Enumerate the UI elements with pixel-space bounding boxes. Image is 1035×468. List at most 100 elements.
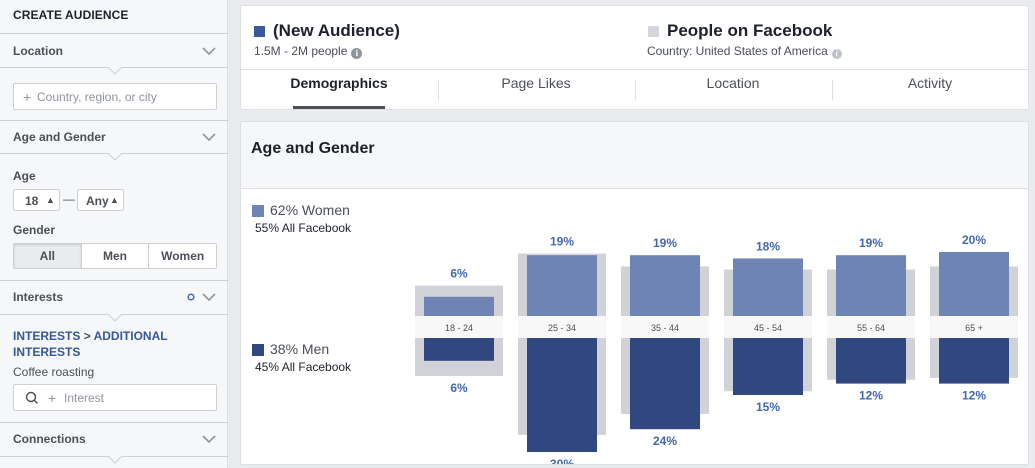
men-bar [424, 338, 494, 361]
breadcrumb-separator: > [83, 329, 91, 343]
plus-icon: + [23, 89, 32, 105]
gender-toggle-group: All Men Women [13, 243, 217, 269]
women-value-label: 20% [962, 233, 986, 247]
age-min-select[interactable]: 18 ▲︎ [13, 189, 60, 211]
chevron-down-icon[interactable] [202, 46, 216, 56]
divider [0, 33, 228, 34]
women-legend-label: 62% Women [270, 202, 350, 218]
age-range-dash: — [63, 192, 75, 206]
location-search-input[interactable]: + Country, region, or city [13, 83, 217, 110]
insight-tabs: Demographics Page Likes Location Activit… [241, 69, 1028, 111]
connections-section-header[interactable]: Connections [13, 432, 86, 446]
divider [0, 67, 108, 68]
age-gender-section-header[interactable]: Age and Gender [13, 130, 106, 144]
age-label: Age [13, 169, 36, 183]
women-value-label: 18% [756, 239, 780, 253]
location-section-header[interactable]: Location [13, 44, 63, 58]
interest-search-input[interactable]: + Interest [13, 384, 217, 411]
men-bar [527, 338, 597, 452]
category-label: 18 - 24 [445, 323, 473, 333]
divider [0, 120, 228, 121]
compare-country-text: Country: United States of America [647, 44, 828, 58]
category-label: 65 + [965, 323, 983, 333]
women-value-label: 19% [859, 236, 883, 250]
category-label: 35 - 44 [651, 323, 679, 333]
tab-demographics[interactable]: Demographics [241, 70, 437, 112]
breadcrumb-interests-link[interactable]: INTERESTS [13, 329, 81, 343]
section-notch [108, 456, 122, 464]
women-bar [733, 258, 803, 316]
gender-all-button[interactable]: All [14, 244, 82, 268]
divider [0, 456, 108, 457]
active-tab-underline [293, 106, 385, 109]
audience-size-text: 1.5M - 2M people [254, 44, 348, 58]
stepper-icon: ▲︎ [110, 195, 119, 205]
chart-header: Age and Gender [241, 122, 1028, 189]
audience-name: (New Audience) [273, 21, 400, 40]
sidebar-title: CREATE AUDIENCE [13, 8, 129, 22]
tab-location-label: Location [706, 75, 760, 91]
age-max-select[interactable]: Any ▲︎ [77, 189, 124, 211]
tab-demographics-label: Demographics [290, 75, 388, 91]
search-icon [25, 391, 38, 404]
age-gender-chart: 18 - 24 6% 6% 25 - 34 19% 30% 35 - 44 19% 24% 45 … [413, 233, 1018, 464]
women-value-label: 19% [653, 236, 677, 250]
women-all-facebook: 55% All Facebook [255, 221, 352, 235]
tab-page-likes[interactable]: Page Likes [438, 70, 634, 112]
age-max-value: Any [86, 194, 109, 208]
women-bar [424, 296, 494, 316]
women-bar [836, 255, 906, 316]
interests-section-header[interactable]: Interests [13, 290, 64, 304]
category-label: 25 - 34 [548, 323, 576, 333]
category-band-segment [930, 316, 1018, 338]
tab-location[interactable]: Location [635, 70, 831, 112]
women-bar [630, 255, 700, 316]
breadcrumb-additional-interests-link[interactable]: ADDITIONAL INTERESTS [13, 329, 168, 359]
sidebar: CREATE AUDIENCE Location + Country, regi… [0, 0, 228, 468]
chevron-down-icon[interactable] [202, 292, 216, 302]
tab-activity-label: Activity [907, 75, 953, 91]
gender-men-button[interactable]: Men [82, 244, 150, 268]
info-icon[interactable]: i [351, 48, 363, 59]
audience-summary-card: (New Audience) 1.5M - 2M people i People … [240, 5, 1029, 110]
women-legend-swatch [252, 205, 264, 217]
women-value-label: 19% [550, 235, 574, 249]
gender-label: Gender [13, 223, 56, 237]
plus-icon: + [48, 390, 57, 406]
chart-title: Age and Gender [251, 140, 375, 157]
compare-color-swatch [648, 26, 659, 37]
chevron-down-icon[interactable] [202, 132, 216, 142]
category-label: 55 - 64 [857, 323, 885, 333]
category-band-segment [621, 316, 709, 338]
men-value-label: 12% [962, 389, 986, 403]
active-dot-icon [187, 293, 195, 301]
tab-activity[interactable]: Activity [832, 70, 1028, 112]
chevron-down-icon[interactable] [202, 434, 216, 444]
info-icon[interactable]: i [831, 49, 842, 59]
compare-name: People on Facebook [667, 21, 833, 40]
divider [122, 67, 228, 68]
tab-separator [438, 80, 439, 100]
men-bar [939, 338, 1009, 384]
divider [122, 153, 228, 154]
divider [0, 314, 108, 315]
section-notch [108, 314, 122, 322]
category-band [413, 316, 1018, 338]
men-bar [733, 338, 803, 395]
divider [0, 280, 228, 281]
selected-interest: Coffee roasting [13, 365, 95, 379]
section-notch [108, 153, 122, 161]
men-legend-swatch [252, 344, 264, 356]
gender-women-button[interactable]: Women [161, 249, 205, 263]
men-value-label: 24% [653, 434, 677, 448]
men-bar [836, 338, 906, 384]
women-value-label: 6% [450, 267, 468, 281]
men-all-facebook: 45% All Facebook [255, 360, 352, 374]
category-band-segment [724, 316, 812, 338]
age-gender-card: Age and Gender 62% Women 55% All Faceboo… [240, 121, 1029, 465]
stepper-icon: ▲︎ [46, 195, 55, 205]
divider [0, 153, 108, 154]
category-band-segment [518, 316, 606, 338]
age-min-value: 18 [25, 194, 39, 208]
location-input-placeholder: Country, region, or city [37, 90, 157, 104]
